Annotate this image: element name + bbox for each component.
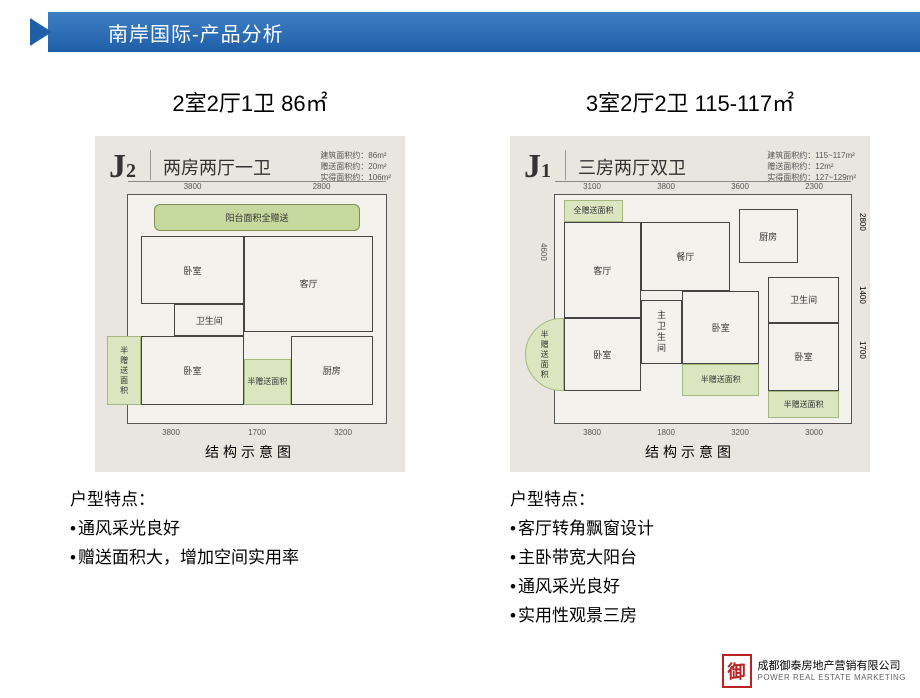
dim: 4600 <box>539 195 548 309</box>
right-column: 3室2厅2卫 115-117㎡ J1 三房两厅双卫 建筑面积约：115~117m… <box>510 86 870 630</box>
bonus-label: 半赠送面积 <box>539 330 550 380</box>
feature-item: 主卧带宽大阳台 <box>510 544 870 573</box>
plan-id-main: J <box>109 148 126 185</box>
slide-title: 南岸国际-产品分析 <box>48 12 920 52</box>
plan-name: 两房两厅一卫 <box>150 150 310 180</box>
dim: 3800 <box>555 428 629 437</box>
room-dining: 餐厅 <box>641 222 730 290</box>
left-column: 2室2厅1卫 86㎡ J2 两房两厅一卫 建筑面积约：86m² 赠送面积约：20… <box>70 86 430 630</box>
left-heading: 2室2厅1卫 86㎡ <box>70 86 430 118</box>
dim-right-bot: 1700 <box>858 341 867 359</box>
room-bonus-mid: 半赠送面积 <box>682 364 759 396</box>
room-bonus-bot: 半赠送面积 <box>768 391 839 418</box>
dim-right-mid: 1400 <box>858 286 867 304</box>
plan-id-sub: 1 <box>541 160 551 182</box>
room-bonus-small: 半赠送面积 <box>244 359 290 405</box>
room-bedroom1: 卧室 <box>564 318 641 391</box>
dim: 3100 <box>555 181 629 191</box>
dim: 2800 <box>257 181 386 191</box>
room-bedroom2: 卧室 <box>682 291 759 364</box>
feature-item: 赠送面积大，增加空间实用率 <box>70 544 430 573</box>
feature-item: 通风采光良好 <box>70 515 430 544</box>
plan-card-j2: J2 两房两厅一卫 建筑面积约：86m² 赠送面积约：20m² 实得面积约：10… <box>95 136 405 472</box>
room-kitchen: 厨房 <box>739 209 798 264</box>
dims-bottom: 3800 1700 3200 <box>128 428 386 437</box>
spec-gift: 赠送面积约：12m² <box>767 161 856 172</box>
spec-build: 建筑面积约：115~117m² <box>767 150 856 161</box>
floorplan-j2: 3800 2800 阳台面积全赠送 卧室 客厅 卫生间 半赠送面积 卧室 半赠送… <box>127 194 387 424</box>
spec-build: 建筑面积约：86m² <box>320 150 391 161</box>
room-bonus-top: 全赠送面积 <box>564 200 623 223</box>
footer-logo: 御 成都御泰房地产营销有限公司 POWER REAL ESTATE MARKET… <box>722 654 906 688</box>
room-bath: 卫生间 <box>174 304 244 336</box>
plan-id: J2 <box>109 150 136 184</box>
plan-id: J1 <box>524 150 551 184</box>
title-bar: 南岸国际-产品分析 <box>0 8 920 56</box>
room-living: 客厅 <box>244 236 373 332</box>
feature-item: 通风采光良好 <box>510 573 870 602</box>
company-name-en: POWER REAL ESTATE MARKETING <box>758 673 906 683</box>
room-kitchen: 厨房 <box>291 336 374 404</box>
dim: 3200 <box>300 428 386 437</box>
plan-card-j1: J1 三房两厅双卫 建筑面积约：115~117m² 赠送面积约：12m² 实得面… <box>510 136 870 472</box>
spec-gift: 赠送面积约：20m² <box>320 161 391 172</box>
room-balcony: 阳台面积全赠送 <box>154 204 360 231</box>
dim-right-top: 2800 <box>858 213 867 231</box>
dims-left: 4600 2500 <box>539 195 548 423</box>
right-heading: 3室2厅2卫 115-117㎡ <box>510 86 870 118</box>
dim: 1700 <box>214 428 300 437</box>
features-list: 通风采光良好 赠送面积大，增加空间实用率 <box>70 515 430 573</box>
logo-mark-icon: 御 <box>722 654 752 688</box>
plan-caption: 结构示意图 <box>524 442 856 462</box>
room-living: 客厅 <box>564 222 641 318</box>
content-row: 2室2厅1卫 86㎡ J2 两房两厅一卫 建筑面积约：86m² 赠送面积约：20… <box>0 56 920 640</box>
features-list: 客厅转角飘窗设计 主卧带宽大阳台 通风采光良好 实用性观景三房 <box>510 515 870 631</box>
features-title: 户型特点： <box>70 486 430 515</box>
dim: 2300 <box>777 181 851 191</box>
room-bath2: 卫生间 <box>768 277 839 323</box>
bath-label: 主卫生间 <box>655 310 668 354</box>
plan-specs: 建筑面积约：115~117m² 赠送面积约：12m² 实得面积约：127~129… <box>767 150 856 184</box>
dims-bottom: 3800 1800 3200 3000 <box>555 428 851 437</box>
plan-id-sub: 2 <box>126 160 136 182</box>
bonus-label: 半赠送面积 <box>119 346 130 396</box>
plan-caption: 结构示意图 <box>109 442 391 462</box>
features-right: 户型特点： 客厅转角飘窗设计 主卧带宽大阳台 通风采光良好 实用性观景三房 <box>510 486 870 630</box>
logo-text: 成都御泰房地产营销有限公司 POWER REAL ESTATE MARKETIN… <box>758 660 906 683</box>
plan-header: J2 两房两厅一卫 建筑面积约：86m² 赠送面积约：20m² 实得面积约：10… <box>109 150 391 184</box>
dims-top: 3100 3800 3600 2300 <box>555 181 851 191</box>
room-bonus-side: 半赠送面积 <box>525 318 563 391</box>
dim: 3200 <box>703 428 777 437</box>
room-bedroom2: 卧室 <box>141 336 244 404</box>
features-left: 户型特点： 通风采光良好 赠送面积大，增加空间实用率 <box>70 486 430 573</box>
chevron-icon <box>30 18 52 46</box>
plan-name: 三房两厅双卫 <box>565 150 757 180</box>
room-bath-main: 主卫生间 <box>641 300 682 364</box>
company-name: 成都御泰房地产营销有限公司 <box>758 660 906 673</box>
dim: 3800 <box>629 181 703 191</box>
room-bonus-side: 半赠送面积 <box>107 336 141 404</box>
dims-top: 3800 2800 <box>128 181 386 191</box>
dim: 3800 <box>128 181 257 191</box>
room-bedroom: 卧室 <box>141 236 244 304</box>
features-title: 户型特点： <box>510 486 870 515</box>
feature-item: 客厅转角飘窗设计 <box>510 515 870 544</box>
dim: 3000 <box>777 428 851 437</box>
feature-item: 实用性观景三房 <box>510 602 870 631</box>
floorplan-j1: 3100 3800 3600 2300 4600 2500 全赠送面积 客厅 餐… <box>554 194 852 424</box>
dim: 1800 <box>629 428 703 437</box>
plan-id-main: J <box>524 148 541 185</box>
dim: 3600 <box>703 181 777 191</box>
room-bedroom3: 卧室 <box>768 323 839 391</box>
plan-specs: 建筑面积约：86m² 赠送面积约：20m² 实得面积约：106m² <box>320 150 391 184</box>
dim: 3800 <box>128 428 214 437</box>
plan-header: J1 三房两厅双卫 建筑面积约：115~117m² 赠送面积约：12m² 实得面… <box>524 150 856 184</box>
